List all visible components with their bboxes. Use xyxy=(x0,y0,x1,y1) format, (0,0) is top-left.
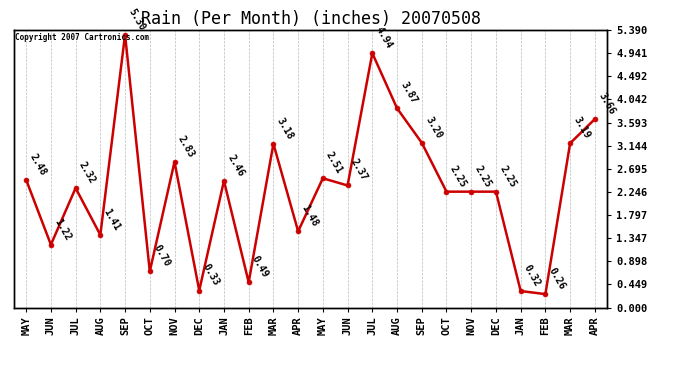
Text: 5.30: 5.30 xyxy=(126,6,147,32)
Text: 1.22: 1.22 xyxy=(52,216,72,242)
Text: 3.19: 3.19 xyxy=(571,115,592,141)
Text: 2.83: 2.83 xyxy=(176,134,197,159)
Text: 0.49: 0.49 xyxy=(250,254,270,279)
Text: 0.33: 0.33 xyxy=(201,262,221,288)
Text: 3.87: 3.87 xyxy=(398,80,419,105)
Text: 3.18: 3.18 xyxy=(275,116,295,141)
Text: Copyright 2007 Cartronics.com: Copyright 2007 Cartronics.com xyxy=(15,33,149,42)
Text: 2.48: 2.48 xyxy=(28,152,48,177)
Text: 2.25: 2.25 xyxy=(473,164,493,189)
Text: 2.25: 2.25 xyxy=(497,164,518,189)
Text: 2.51: 2.51 xyxy=(324,150,345,176)
Text: 3.66: 3.66 xyxy=(596,91,617,116)
Text: 2.46: 2.46 xyxy=(226,153,246,178)
Text: 0.26: 0.26 xyxy=(546,266,567,291)
Text: 1.48: 1.48 xyxy=(299,203,320,228)
Text: 2.25: 2.25 xyxy=(448,164,469,189)
Title: Rain (Per Month) (inches) 20070508: Rain (Per Month) (inches) 20070508 xyxy=(141,10,480,28)
Text: 4.94: 4.94 xyxy=(374,25,394,50)
Text: 0.70: 0.70 xyxy=(151,243,172,268)
Text: 1.41: 1.41 xyxy=(101,207,122,232)
Text: 3.20: 3.20 xyxy=(423,115,444,140)
Text: 2.37: 2.37 xyxy=(349,158,369,183)
Text: 2.32: 2.32 xyxy=(77,160,97,185)
Text: 0.32: 0.32 xyxy=(522,263,542,288)
